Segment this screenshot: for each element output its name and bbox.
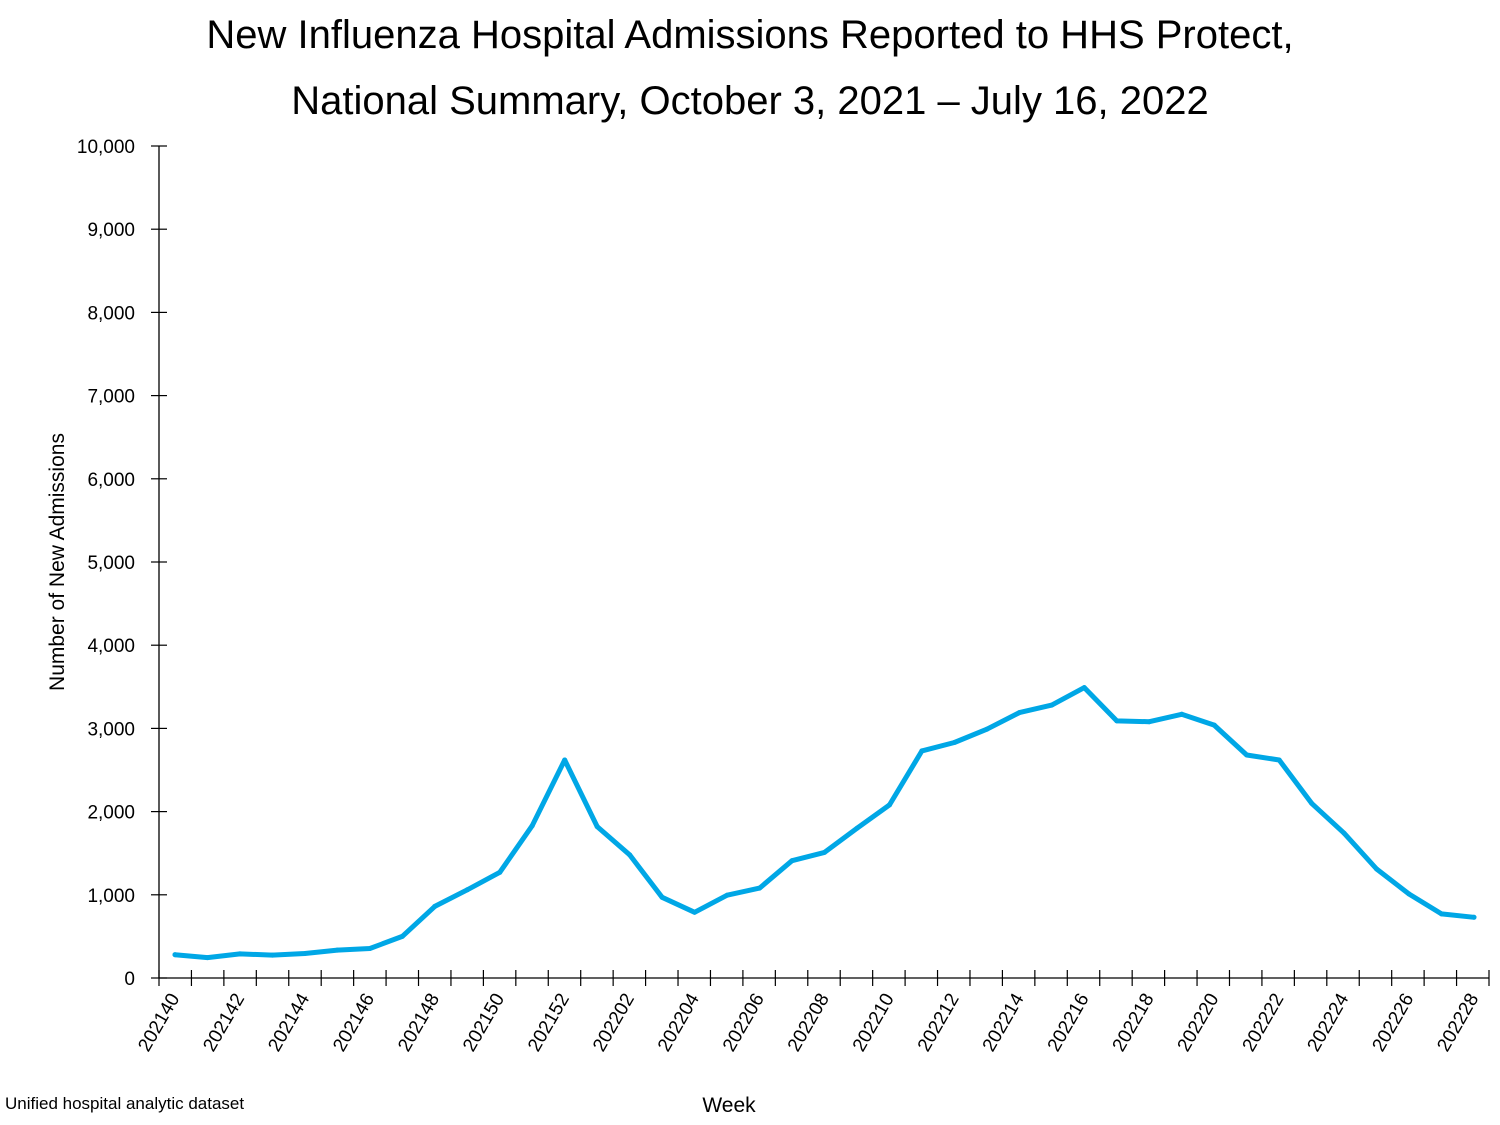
y-tick-label: 8,000	[87, 303, 135, 324]
x-tick-label: 202228	[1433, 990, 1483, 1055]
data-point	[789, 858, 795, 864]
data-point	[854, 825, 860, 831]
data-point	[269, 952, 275, 958]
y-tick-label: 2,000	[87, 803, 135, 824]
data-point	[1114, 718, 1120, 724]
x-tick-label: 202220	[1174, 990, 1224, 1055]
data-point	[659, 894, 665, 900]
x-tick-label: 202140	[134, 990, 184, 1055]
x-tick-label: 202216	[1044, 990, 1094, 1055]
data-point	[399, 933, 405, 939]
data-point	[562, 757, 568, 763]
data-point	[724, 892, 730, 898]
data-point	[627, 852, 633, 858]
data-point	[1471, 914, 1477, 920]
data-point	[919, 748, 925, 754]
y-axis: 0 1,000 2,000 3,000 4,000 5,000 6,000 7,000 8,00…	[77, 137, 167, 990]
y-tick-label: 6,000	[87, 470, 135, 491]
data-point	[1406, 891, 1412, 897]
x-tick-label: 202152	[524, 990, 574, 1055]
data-point	[1179, 711, 1185, 717]
data-point	[334, 947, 340, 953]
x-tick-label: 202218	[1109, 990, 1159, 1055]
data-point	[302, 950, 308, 956]
data-point	[464, 887, 470, 893]
series-group	[172, 685, 1477, 961]
data-point	[692, 909, 698, 915]
data-point	[757, 885, 763, 891]
data-point	[204, 955, 210, 961]
data-point	[822, 849, 827, 855]
data-point	[951, 740, 957, 746]
x-tick-label: 202208	[784, 990, 834, 1055]
x-axis-label: Week	[702, 1094, 756, 1117]
data-point	[1276, 757, 1282, 763]
chart-title-line-1: New Influenza Hospital Admissions Report…	[206, 13, 1293, 57]
data-point	[1081, 685, 1087, 691]
chart-title-line-2: National Summary, October 3, 2021 – July…	[291, 79, 1209, 123]
x-tick-label: 202204	[654, 990, 704, 1056]
y-tick-label: 4,000	[87, 636, 135, 657]
x-tick-label: 202206	[719, 990, 769, 1055]
y-tick-label: 1,000	[87, 886, 135, 907]
data-point	[432, 903, 438, 909]
x-tick-label: 202222	[1239, 990, 1289, 1055]
data-point	[1146, 719, 1152, 725]
data-point	[1211, 722, 1217, 728]
data-point	[367, 945, 373, 951]
y-tick-label: 3,000	[87, 719, 135, 740]
data-point	[594, 824, 600, 830]
y-axis-label: Number of New Admissions	[46, 433, 69, 691]
data-point	[1374, 866, 1380, 872]
x-tick-label: 202226	[1368, 990, 1418, 1055]
data-point	[237, 951, 243, 957]
y-tick-label: 7,000	[87, 387, 135, 408]
y-tick-label: 0	[124, 969, 135, 990]
x-tick-label: 202148	[394, 990, 444, 1055]
x-tick-label: 202202	[589, 990, 639, 1055]
x-tick-label: 202224	[1304, 990, 1354, 1056]
data-point	[529, 823, 535, 829]
data-point	[1049, 702, 1055, 708]
data-point	[1244, 752, 1250, 758]
data-point	[1439, 911, 1445, 917]
data-point	[1341, 830, 1347, 836]
x-tick-label: 202212	[914, 990, 964, 1055]
x-axis: 202140 202142 202144 202146 202148 202150 2021…	[134, 970, 1490, 1056]
x-tick-label: 202146	[329, 990, 379, 1055]
x-tick-label: 202214	[979, 990, 1029, 1056]
x-tick-label: 202210	[849, 990, 899, 1055]
data-point	[1016, 710, 1022, 716]
series-line	[172, 685, 1477, 961]
data-point	[172, 952, 178, 958]
data-point	[886, 802, 892, 808]
y-tick-label: 9,000	[87, 220, 135, 241]
data-point	[497, 869, 503, 875]
source-note: Unified hospital analytic dataset	[5, 1094, 244, 1113]
y-tick-label: 5,000	[87, 553, 135, 574]
x-tick-label: 202142	[199, 990, 249, 1055]
x-tick-label: 202150	[459, 990, 509, 1055]
data-point	[984, 726, 990, 732]
y-tick-label: 10,000	[77, 137, 135, 158]
data-point	[1309, 800, 1315, 806]
x-tick-label: 202144	[264, 990, 314, 1056]
